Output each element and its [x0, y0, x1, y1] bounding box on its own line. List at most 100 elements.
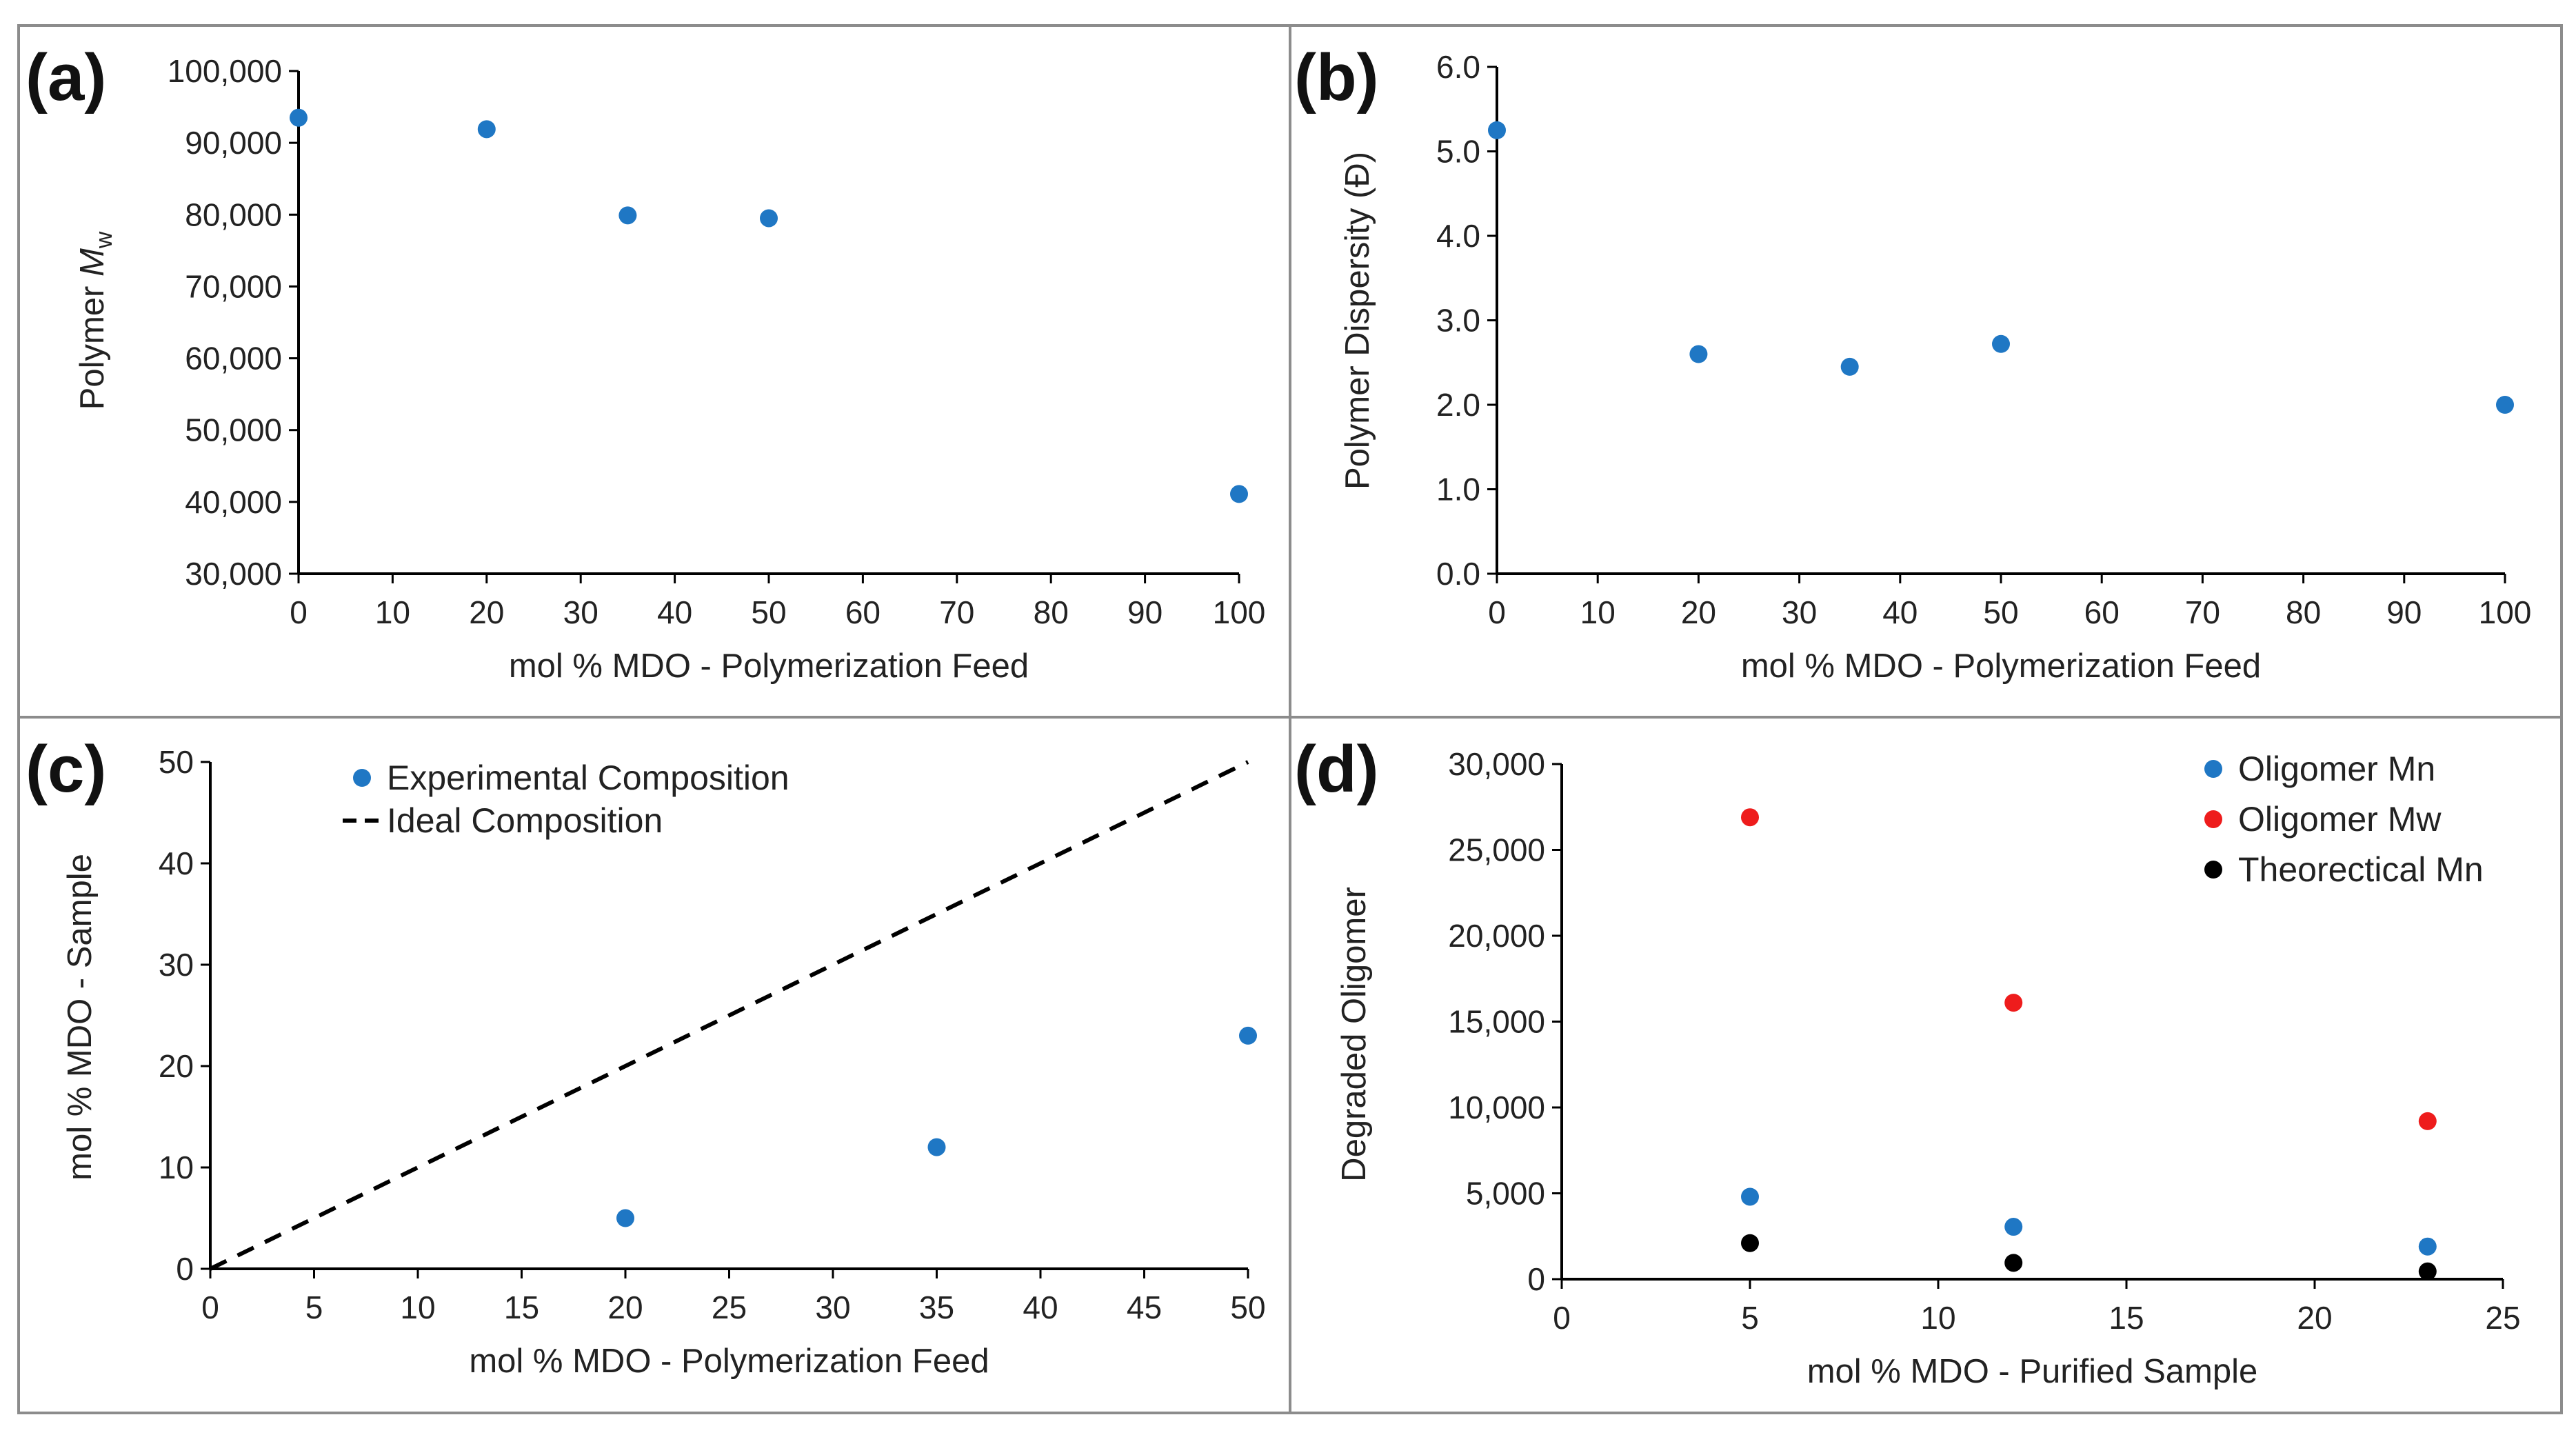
x-tick-label: 80 [2286, 594, 2321, 630]
y-tick-label: 10 [159, 1150, 194, 1185]
x-tick-label: 0 [201, 1290, 219, 1325]
y-tick-label: 6.0 [1436, 49, 1480, 85]
x-tick-label: 70 [939, 594, 974, 630]
y-tick-label: 60,000 [185, 341, 282, 377]
data-point-oligomer-mw [2004, 994, 2023, 1012]
panel-frame-d [1289, 716, 2563, 1414]
x-axis-title: mol % MDO - Purified Sample [1807, 1353, 2258, 1390]
data-point-oligomer-mw [1741, 808, 1759, 827]
legend-label: Theorectical Mn [2238, 850, 2484, 889]
legend-label: Ideal Composition [387, 801, 663, 840]
data-point-polymer-mw [290, 108, 308, 127]
x-tick-label: 50 [751, 594, 786, 630]
data-point-experimental-composition [927, 1138, 946, 1156]
x-tick-label: 40 [1023, 1290, 1058, 1325]
ideal-composition-line [209, 760, 1249, 1271]
y-tick-label: 40 [159, 845, 194, 881]
legend-label: Oligomer Mw [2238, 800, 2442, 839]
x-tick-label: 25 [2485, 1300, 2520, 1336]
x-tick-label: 70 [2185, 594, 2220, 630]
y-tick-label: 30,000 [185, 556, 282, 592]
legend-marker [2204, 810, 2222, 828]
y-tick-label: 100,000 [168, 53, 282, 89]
x-tick-label: 20 [2297, 1300, 2332, 1336]
y-tick-label: 20 [159, 1048, 194, 1084]
chart-panel-3: (c) 0 5 10 15 20 25 30 35 40 45 50 0 10 20 30 40 50 mol % … [26, 732, 1266, 1380]
y-tick-label: 0.0 [1436, 556, 1480, 592]
legend-label: Experimental Composition [387, 759, 789, 797]
y-axis-title: mol % MDO - Sample [61, 854, 99, 1181]
chart-panel-1: (a) 0 10 20 30 40 50 60 70 80 90 100 30,000 40,000 50,… [26, 41, 1265, 685]
y-tick-label: 15,000 [1448, 1004, 1545, 1040]
y-tick-label: 0 [1527, 1261, 1545, 1297]
y-tick-label: 90,000 [185, 125, 282, 161]
x-tick-label: 30 [815, 1290, 850, 1325]
data-point-theorectical-mn [2004, 1254, 2023, 1272]
data-point-polymer-dispersity [1689, 345, 1708, 363]
data-point-theorectical-mn [1741, 1234, 1759, 1252]
panel-label: (a) [26, 41, 106, 114]
chart-panel-4: (d) 0 5 10 15 20 25 0 5,000 10,000 15,000 20,000 25,… [1294, 732, 2521, 1390]
x-tick-label: 25 [712, 1290, 747, 1325]
y-tick-label: 3.0 [1436, 303, 1480, 339]
x-tick-label: 0 [1553, 1300, 1571, 1336]
x-tick-label: 20 [469, 594, 504, 630]
panel-label: (c) [26, 732, 106, 806]
y-tick-label: 0 [176, 1251, 194, 1287]
y-axis-title: Polymer Dispersity (Đ) [1339, 152, 1376, 490]
y-tick-label: 30 [159, 947, 194, 983]
y-tick-label: 5,000 [1466, 1176, 1545, 1212]
data-point-theorectical-mn [2418, 1262, 2437, 1281]
x-tick-label: 100 [2479, 594, 2532, 630]
x-tick-label: 10 [375, 594, 410, 630]
x-tick-label: 10 [1920, 1300, 1955, 1336]
x-tick-label: 80 [1034, 594, 1069, 630]
x-tick-label: 5 [1741, 1300, 1759, 1336]
x-axis-title: mol % MDO - Polymerization Feed [469, 1343, 989, 1380]
legend-marker [2204, 861, 2222, 879]
x-tick-label: 50 [1230, 1290, 1265, 1325]
data-point-polymer-mw [1230, 485, 1248, 503]
y-tick-label: 20,000 [1448, 918, 1545, 954]
data-point-experimental-composition [616, 1209, 634, 1227]
x-tick-label: 60 [2084, 594, 2120, 630]
x-tick-label: 50 [1983, 594, 2018, 630]
x-tick-label: 0 [290, 594, 308, 630]
x-tick-label: 20 [1681, 594, 1716, 630]
x-tick-label: 10 [400, 1290, 435, 1325]
y-tick-label: 50,000 [185, 412, 282, 448]
x-tick-label: 5 [305, 1290, 323, 1325]
x-tick-label: 40 [657, 594, 692, 630]
data-point-polymer-mw [477, 120, 496, 139]
y-tick-label: 10,000 [1448, 1090, 1545, 1125]
chart-panel-2: (b) 0 10 20 30 40 50 60 70 80 90 100 0.0 1.0 2.0 3.0 4.0… [1294, 41, 2531, 685]
x-tick-label: 90 [2386, 594, 2422, 630]
y-tick-label: 80,000 [185, 197, 282, 232]
data-point-experimental-composition [1239, 1026, 1257, 1045]
panel-label: (b) [1294, 41, 1379, 114]
y-tick-label: 30,000 [1448, 746, 1545, 782]
x-axis-title: mol % MDO - Polymerization Feed [1741, 648, 2261, 685]
x-tick-label: 0 [1488, 594, 1506, 630]
y-axis-title: Polymer Mw [74, 231, 117, 410]
legend-marker [2204, 760, 2222, 778]
panel-label: (d) [1294, 732, 1379, 806]
x-tick-label: 30 [1782, 594, 1817, 630]
data-point-oligomer-mn [1741, 1187, 1759, 1206]
data-point-polymer-dispersity [1992, 334, 2010, 353]
x-tick-label: 100 [1213, 594, 1266, 630]
x-tick-label: 35 [919, 1290, 954, 1325]
data-point-polymer-mw [618, 206, 637, 225]
data-point-oligomer-mw [2418, 1112, 2437, 1130]
data-point-oligomer-mn [2418, 1237, 2437, 1256]
y-tick-label: 5.0 [1436, 134, 1480, 170]
data-point-polymer-mw [760, 209, 778, 228]
y-tick-label: 2.0 [1436, 387, 1480, 423]
x-axis-title: mol % MDO - Polymerization Feed [509, 648, 1029, 685]
y-axis-title: Degraded Oligomer [1336, 887, 1373, 1182]
y-tick-label: 70,000 [185, 268, 282, 304]
y-tick-label: 50 [159, 744, 194, 780]
x-tick-label: 30 [563, 594, 598, 630]
y-tick-label: 25,000 [1448, 832, 1545, 868]
